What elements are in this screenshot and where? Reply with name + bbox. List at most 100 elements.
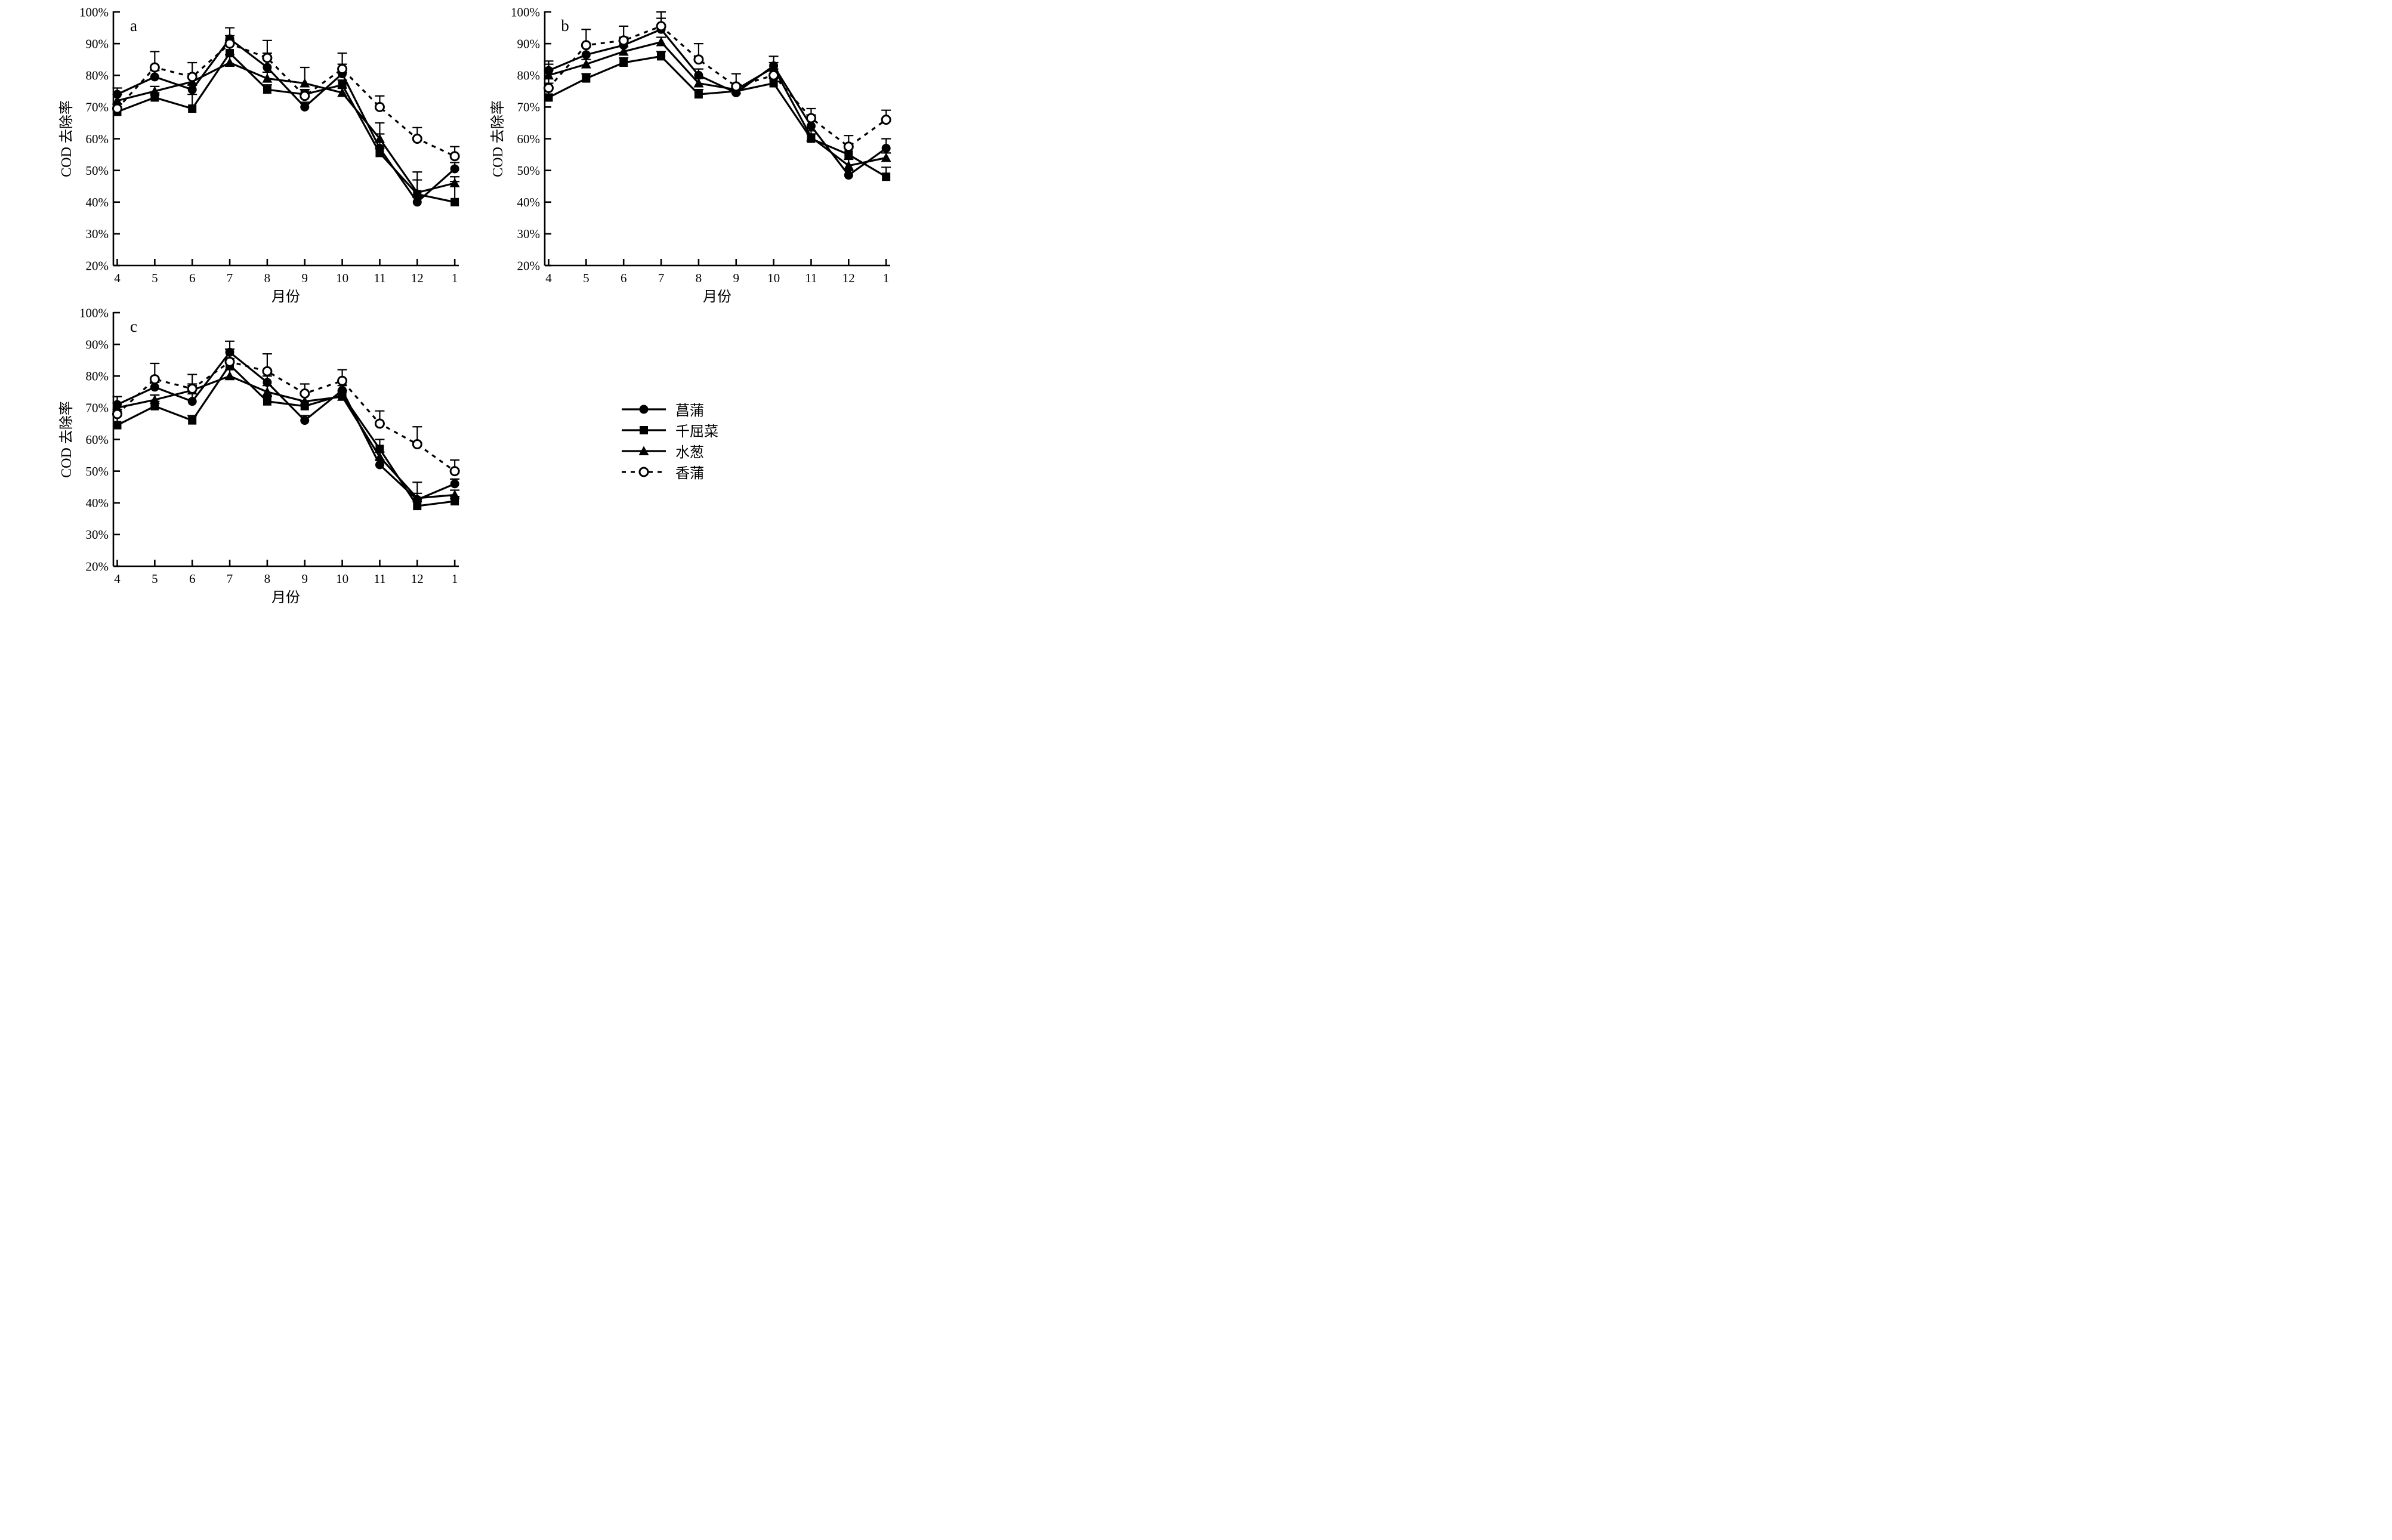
filled-square-marker [188, 104, 197, 113]
filled-circle-marker [412, 197, 422, 207]
legend-sample-glyph [622, 425, 666, 434]
filled-square-marker [544, 93, 553, 102]
filled-triangle-marker [881, 152, 891, 162]
series-acorus [112, 340, 460, 504]
filled-square-marker [882, 172, 891, 181]
filled-circle-marker [150, 382, 159, 392]
filled-triangle-marker [544, 70, 554, 80]
open-circle-marker [187, 72, 197, 82]
x-axis-title: 月份 [703, 289, 732, 305]
x-tick-label: 6 [189, 271, 196, 285]
filled-triangle-solid-line-icon [621, 443, 667, 459]
series-line-scirpus [548, 41, 887, 167]
x-tick-label: 9 [302, 271, 308, 285]
x-tick-label: 11 [374, 572, 385, 586]
open-circle-marker [731, 81, 742, 92]
legend: 菖蒲 千屈菜 水葱 香蒲 [621, 399, 811, 482]
y-tick-label: 90% [86, 337, 109, 351]
open-circle-marker [149, 374, 160, 385]
open-circle-marker [693, 54, 704, 65]
filled-circle-marker [694, 70, 703, 80]
x-tick-label: 5 [152, 271, 158, 285]
filled-circle-marker [375, 460, 384, 470]
chart-b: 100% 90% 80% 70% 60% 50% 40% 30% 20% 4 5 6 7 8 9 10 11 12… [490, 5, 891, 305]
filled-circle-marker [881, 143, 891, 153]
y-tick-label: 100% [79, 5, 109, 19]
x-tick-label: 9 [733, 271, 740, 285]
series-typha [112, 348, 460, 477]
y-tick-label: 80% [517, 69, 541, 83]
x-tick-label: 7 [227, 271, 233, 285]
filled-triangle-marker [693, 78, 704, 88]
filled-square-marker [338, 81, 347, 90]
filled-circle-marker [450, 479, 459, 489]
legend-item-label: 菖蒲 [675, 403, 704, 419]
x-tick-label: 6 [189, 572, 196, 586]
x-tick-label: 4 [114, 572, 121, 586]
x-axis-title: 月份 [271, 590, 300, 606]
legend-item-label: 香蒲 [675, 466, 704, 482]
filled-triangle-marker [224, 57, 235, 67]
filled-triangle-marker [656, 36, 666, 47]
y-tick-label: 70% [86, 100, 109, 115]
open-circle-marker [112, 103, 122, 114]
series-line-typha [116, 360, 456, 472]
series-line-lythrum [116, 51, 455, 203]
filled-triangle-marker [412, 493, 422, 502]
y-tick-label: 90% [86, 36, 109, 51]
x-tick-label: 12 [411, 572, 424, 586]
series-line-scirpus [117, 61, 455, 194]
filled-triangle-marker [300, 78, 310, 88]
y-axis-title: COD 去除率 [490, 100, 506, 177]
filled-circle-solid-line-icon [621, 402, 667, 417]
panel-b: 100% 90% 80% 70% 60% 50% 40% 30% 20% 4 5 6 7 8 9 10 11 12… [488, 0, 906, 307]
x-tick-label: 4 [545, 271, 552, 285]
chart-c: 100% 90% 80% 70% 60% 50% 40% 30% 20% 4 5 6 7 8 9 10 11 12… [58, 305, 460, 606]
filled-triangle-marker [581, 59, 591, 69]
filled-triangle-marker [805, 132, 816, 141]
filled-square-marker [375, 149, 384, 158]
open-circle-marker [638, 467, 649, 477]
series-acorus [544, 17, 891, 180]
panel-label: a [130, 17, 137, 35]
legend-item-label: 水葱 [675, 445, 704, 461]
legend-sample-glyph [622, 467, 666, 477]
filled-square-marker [640, 425, 648, 434]
x-axis-title: 月份 [271, 289, 300, 305]
filled-circle-marker [150, 72, 159, 82]
filled-square-marker [413, 502, 422, 511]
filled-square-marker [150, 93, 159, 102]
x-tick-label: 4 [114, 271, 121, 285]
y-tick-label: 40% [86, 496, 109, 510]
x-tick-label: 1 [883, 271, 890, 285]
chart-a: 100% 90% 80% 70% 60% 50% 40% 30% 20% 4 5 6 7 8 9 10 11 12… [58, 5, 460, 305]
legend-item: 水葱 [621, 440, 811, 461]
legend-item-label: 千屈菜 [675, 424, 718, 440]
legend-item: 菖蒲 [621, 399, 811, 419]
filled-triangle-marker [149, 394, 160, 405]
filled-square-marker [619, 58, 628, 67]
filled-square-marker [113, 421, 122, 430]
filled-triangle-marker [374, 134, 385, 143]
filled-triangle-marker [374, 452, 385, 461]
filled-square-marker [582, 74, 591, 83]
filled-circle-marker [187, 397, 197, 406]
x-tick-label: 11 [374, 271, 385, 285]
y-tick-label: 80% [86, 369, 109, 384]
open-circle-marker [337, 375, 348, 386]
x-tick-label: 11 [805, 271, 817, 285]
open-circle-marker [581, 40, 591, 51]
filled-square-marker [450, 197, 459, 206]
series-scirpus [112, 369, 460, 502]
filled-triangle-marker [843, 161, 854, 170]
filled-triangle-marker [337, 391, 348, 401]
filled-triangle-marker [149, 86, 160, 95]
y-tick-label: 60% [517, 132, 541, 146]
legend-sample-glyph [622, 405, 666, 413]
open-circle-marker [656, 21, 666, 32]
open-circle-marker [300, 91, 310, 101]
y-tick-label: 60% [86, 132, 109, 146]
open-circle-marker [843, 141, 854, 152]
open-circle-marker [449, 151, 460, 162]
y-axis-title: COD 去除率 [58, 401, 75, 478]
